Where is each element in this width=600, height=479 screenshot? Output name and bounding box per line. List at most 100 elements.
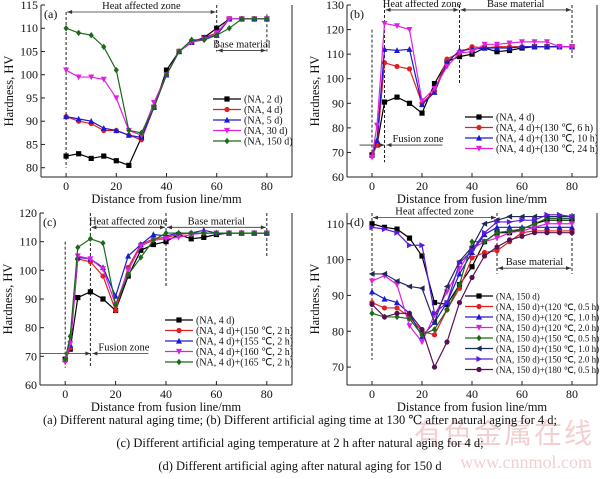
data-point bbox=[494, 248, 500, 254]
data-point bbox=[100, 239, 106, 247]
legend-marker bbox=[476, 303, 482, 310]
data-point bbox=[75, 294, 81, 301]
x-tick-label: 80 bbox=[261, 387, 273, 401]
data-point bbox=[188, 236, 194, 242]
data-point bbox=[125, 252, 132, 259]
data-point bbox=[369, 278, 375, 285]
legend-entry: (NA, 4 d)+(150 ℃, 2 h) bbox=[196, 326, 293, 337]
fusion-zone-arrowhead bbox=[386, 143, 392, 148]
legend-marker bbox=[224, 96, 230, 102]
legend-entry: (NA, 2 d) bbox=[244, 95, 283, 106]
legend-entry: (NA, 4 d)+(155 ℃, 2 h) bbox=[196, 337, 293, 348]
legend-entry: (NA, 4 d) bbox=[244, 105, 283, 116]
data-point bbox=[113, 307, 119, 314]
data-point bbox=[494, 229, 500, 236]
legend-entry: (NA, 150 d)+(150 ℃, 2.0 h) bbox=[496, 355, 599, 365]
legend-entry: (NA, 5 d) bbox=[244, 116, 283, 127]
data-point bbox=[150, 237, 156, 244]
series-6 bbox=[368, 213, 575, 326]
legend-entry: (NA, 4 d) bbox=[496, 113, 535, 124]
data-point bbox=[87, 289, 93, 295]
caption-line-1: (a) Different natural aging time; (b) Di… bbox=[42, 413, 558, 427]
chart-panel-b: 0 20 40 60 80 60 70 80 90 100 110 120 130 Distance fr… bbox=[308, 0, 598, 206]
y-tick-label: 90 bbox=[25, 292, 37, 306]
series-line bbox=[65, 18, 267, 141]
fusion-zone-label: Fusion zone bbox=[393, 134, 444, 145]
y-tick-label: 95 bbox=[26, 91, 38, 105]
legend-entry: (NA, 150 d) bbox=[244, 137, 293, 148]
data-point bbox=[531, 43, 538, 50]
data-point bbox=[251, 229, 257, 237]
data-point bbox=[419, 110, 425, 116]
data-point bbox=[175, 234, 182, 241]
data-point bbox=[431, 310, 438, 317]
series-line bbox=[371, 22, 572, 158]
data-point bbox=[531, 39, 538, 46]
heat-affected-zone-arrow-arrowhead-left bbox=[385, 7, 391, 12]
series-8 bbox=[369, 230, 575, 370]
x-tick-label: 20 bbox=[416, 387, 428, 401]
legend-marker bbox=[476, 293, 482, 299]
data-point bbox=[101, 43, 107, 51]
data-point bbox=[531, 213, 538, 220]
data-point bbox=[369, 301, 375, 307]
x-tick-label: 0 bbox=[369, 179, 375, 193]
data-point bbox=[176, 229, 182, 237]
legend-entry: (NA, 150 d)+(120 ℃, 0.5 h) bbox=[496, 302, 599, 312]
data-point bbox=[519, 43, 525, 50]
data-point bbox=[431, 299, 438, 306]
data-point bbox=[469, 274, 475, 281]
x-tick-label: 20 bbox=[416, 179, 428, 193]
y-tick-label: 100 bbox=[19, 263, 37, 277]
caption-line-2: (c) Different artificial aging temperatu… bbox=[116, 436, 484, 450]
x-axis-label: Distance from fusion line/mm bbox=[91, 400, 242, 414]
data-point bbox=[419, 253, 425, 259]
data-point bbox=[431, 85, 438, 92]
watermark-url: www.cnnmol.com bbox=[460, 452, 592, 472]
data-point bbox=[394, 94, 400, 100]
data-point bbox=[63, 153, 69, 159]
heat-affected-zone-arrow-arrowhead-right bbox=[491, 215, 496, 220]
data-point bbox=[125, 267, 132, 274]
data-point bbox=[75, 244, 81, 251]
y-tick-label: 110 bbox=[20, 21, 38, 35]
legend-marker bbox=[176, 348, 182, 355]
y-tick-label: 105 bbox=[20, 44, 38, 58]
data-point bbox=[419, 98, 425, 105]
data-point bbox=[381, 99, 388, 105]
legend-marker bbox=[476, 334, 482, 342]
data-point bbox=[100, 124, 107, 131]
legend-marker bbox=[476, 114, 482, 120]
caption-line-3: (d) Different artificial aging after nat… bbox=[158, 459, 442, 473]
data-point bbox=[88, 74, 95, 81]
x-tick-label: 40 bbox=[466, 387, 478, 401]
data-point bbox=[469, 49, 475, 55]
legend-entry: (NA, 4 d)+(160 ℃, 2 h) bbox=[196, 347, 293, 358]
data-point bbox=[151, 104, 157, 111]
data-point bbox=[544, 211, 551, 218]
data-point bbox=[226, 16, 233, 23]
data-point bbox=[264, 229, 270, 237]
series-5 bbox=[63, 15, 270, 137]
y-tick-label: 130 bbox=[326, 0, 344, 12]
legend-marker bbox=[476, 366, 482, 373]
data-point bbox=[494, 235, 500, 242]
y-tick-label: 120 bbox=[19, 206, 37, 220]
data-point bbox=[214, 32, 220, 39]
data-point bbox=[506, 237, 513, 243]
x-tick-label: 0 bbox=[369, 387, 375, 401]
x-tick-label: 0 bbox=[62, 387, 68, 401]
data-point bbox=[239, 15, 245, 23]
x-tick-label: 60 bbox=[516, 387, 528, 401]
data-point bbox=[519, 225, 525, 233]
data-point bbox=[62, 356, 68, 363]
data-point bbox=[150, 231, 157, 238]
data-point bbox=[569, 224, 575, 230]
y-tick-label: 110 bbox=[326, 217, 344, 231]
data-point bbox=[126, 127, 132, 134]
chart-panel-d: 0 20 40 60 80 70 80 90 100 110 Distance from fusio… bbox=[308, 207, 599, 414]
heat-affected-zone-arrow-arrowhead-left bbox=[91, 225, 97, 230]
y-tick-label: 100 bbox=[326, 72, 344, 86]
legend-entry: (NA, 4 d)+(130 ℃, 10 h) bbox=[496, 134, 598, 145]
data-point bbox=[394, 282, 400, 288]
